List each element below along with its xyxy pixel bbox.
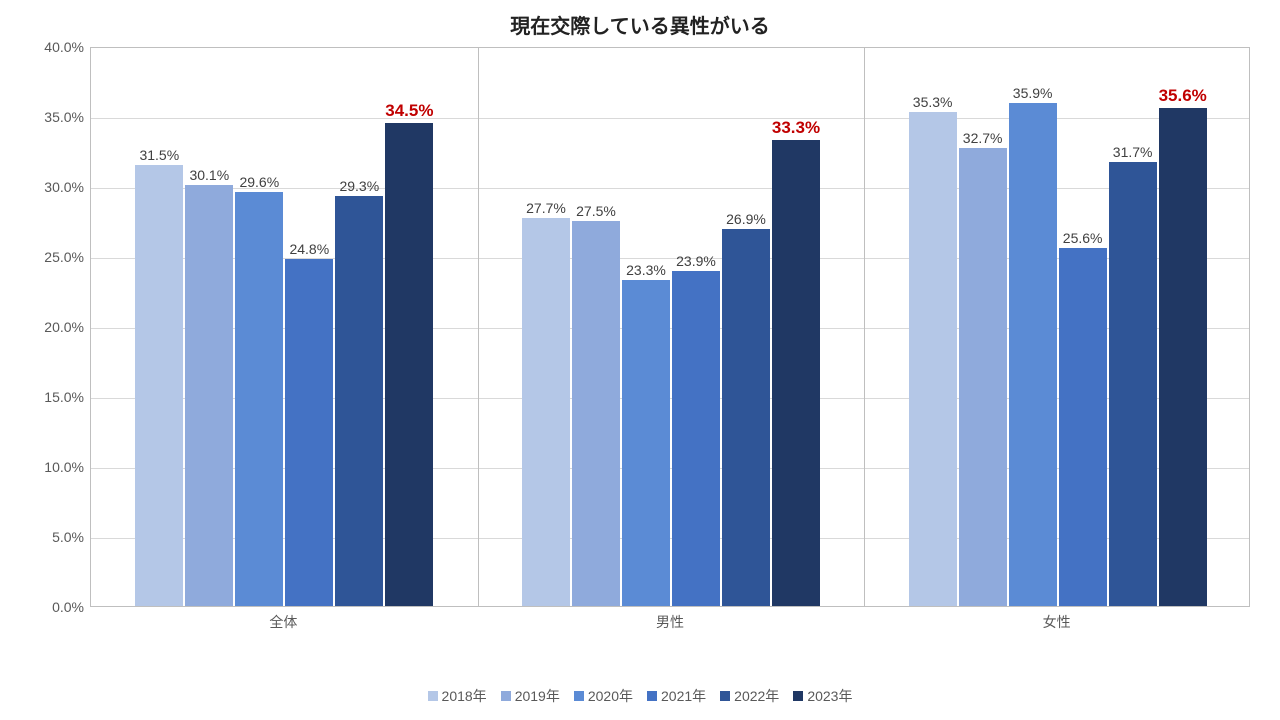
bar-wrap: 29.6%: [235, 48, 283, 606]
y-tick-label: 30.0%: [44, 179, 84, 195]
plot-wrap: 0.0%5.0%10.0%15.0%20.0%25.0%30.0%35.0%40…: [20, 47, 1260, 647]
bar: [522, 218, 570, 606]
y-tick-label: 25.0%: [44, 249, 84, 265]
bar-value-label: 29.3%: [339, 178, 379, 194]
bar-value-label: 25.6%: [1063, 230, 1103, 246]
x-category-label: 男性: [656, 612, 684, 632]
bar-wrap: 27.7%: [522, 48, 570, 606]
bar-value-label: 30.1%: [189, 167, 229, 183]
bar: [959, 148, 1007, 606]
legend-label: 2019年: [515, 686, 560, 706]
bar-value-label: 23.9%: [676, 253, 716, 269]
bar-wrap: 25.6%: [1059, 48, 1107, 606]
bar: [1109, 162, 1157, 606]
y-tick-label: 15.0%: [44, 389, 84, 405]
y-tick-label: 20.0%: [44, 319, 84, 335]
bar-value-label: 35.6%: [1159, 86, 1207, 106]
x-category-label: 全体: [269, 612, 297, 632]
bar-value-label: 35.9%: [1013, 85, 1053, 101]
legend-swatch: [720, 691, 730, 701]
bar: [385, 123, 433, 606]
bar: [672, 271, 720, 606]
legend-swatch: [501, 691, 511, 701]
bar-value-label: 29.6%: [239, 174, 279, 190]
bar-value-label: 31.5%: [139, 147, 179, 163]
legend-swatch: [647, 691, 657, 701]
bar-value-label: 26.9%: [726, 211, 766, 227]
bar: [909, 112, 957, 606]
legend-label: 2022年: [734, 686, 779, 706]
legend-item: 2019年: [501, 686, 560, 706]
y-tick-label: 10.0%: [44, 459, 84, 475]
bar: [135, 165, 183, 606]
bar-value-label: 24.8%: [289, 241, 329, 257]
bar: [335, 196, 383, 606]
bar-wrap: 29.3%: [335, 48, 383, 606]
chart-container: 現在交際している異性がいる 0.0% 5.0% 10.0% 15.0% 20.0% 25.…: [20, 10, 1260, 710]
bar-wrap: 34.5%: [385, 48, 433, 606]
bar-value-label: 23.3%: [626, 262, 666, 278]
bar-wrap: 31.7%: [1109, 48, 1157, 606]
bar-wrap: 26.9%: [722, 48, 770, 606]
bar: [622, 280, 670, 606]
bar: [185, 185, 233, 606]
bar-value-label: 35.3%: [913, 94, 953, 110]
legend-label: 2021年: [661, 686, 706, 706]
legend-item: 2023年: [793, 686, 852, 706]
bar-value-label: 34.5%: [385, 101, 433, 121]
legend: 2018年 2019年 2020年 2021年 2022年 2023年: [20, 686, 1260, 706]
x-category-label: 女性: [1043, 612, 1071, 632]
y-tick-label: 35.0%: [44, 109, 84, 125]
bar-wrap: 30.1%: [185, 48, 233, 606]
bar-group: 31.5% 30.1% 29.6% 24.8% 29.3% 34.5%: [91, 48, 478, 606]
bar: [285, 259, 333, 606]
plot-area: 31.5% 30.1% 29.6% 24.8% 29.3% 34.5% 27.7% 27.5%…: [90, 47, 1250, 607]
bar-value-label: 27.5%: [576, 203, 616, 219]
bar-value-label: 27.7%: [526, 200, 566, 216]
bar-wrap: 35.3%: [909, 48, 957, 606]
bar-wrap: 23.3%: [622, 48, 670, 606]
legend-item: 2020年: [574, 686, 633, 706]
legend-label: 2023年: [807, 686, 852, 706]
bar: [1059, 248, 1107, 606]
bar-wrap: 27.5%: [572, 48, 620, 606]
bar-group: 35.3% 32.7% 35.9% 25.6% 31.7% 35.6%: [864, 48, 1251, 606]
legend-label: 2018年: [442, 686, 487, 706]
bar-wrap: 35.6%: [1159, 48, 1207, 606]
legend-item: 2022年: [720, 686, 779, 706]
bar: [572, 221, 620, 606]
bar-value-label: 32.7%: [963, 130, 1003, 146]
bar-wrap: 31.5%: [135, 48, 183, 606]
chart-title: 現在交際している異性がいる: [20, 10, 1260, 39]
bar-wrap: 33.3%: [772, 48, 820, 606]
y-tick-label: 0.0%: [52, 599, 84, 615]
bar: [722, 229, 770, 606]
bar-group: 27.7% 27.5% 23.3% 23.9% 26.9% 33.3%: [478, 48, 865, 606]
bar: [1159, 108, 1207, 606]
y-axis: 0.0%5.0%10.0%15.0%20.0%25.0%30.0%35.0%40…: [20, 47, 90, 607]
y-tick-label: 5.0%: [52, 529, 84, 545]
bar: [772, 140, 820, 606]
legend-item: 2018年: [428, 686, 487, 706]
x-axis-labels: 全体 男性 女性: [90, 612, 1250, 636]
bar-wrap: 23.9%: [672, 48, 720, 606]
y-tick-label: 40.0%: [44, 39, 84, 55]
legend-swatch: [793, 691, 803, 701]
bar-wrap: 32.7%: [959, 48, 1007, 606]
legend-swatch: [574, 691, 584, 701]
legend-swatch: [428, 691, 438, 701]
bar: [1009, 103, 1057, 606]
bar-value-label: 33.3%: [772, 118, 820, 138]
bar: [235, 192, 283, 606]
bar-value-label: 31.7%: [1113, 144, 1153, 160]
bar-wrap: 24.8%: [285, 48, 333, 606]
legend-label: 2020年: [588, 686, 633, 706]
bar-wrap: 35.9%: [1009, 48, 1057, 606]
legend-item: 2021年: [647, 686, 706, 706]
